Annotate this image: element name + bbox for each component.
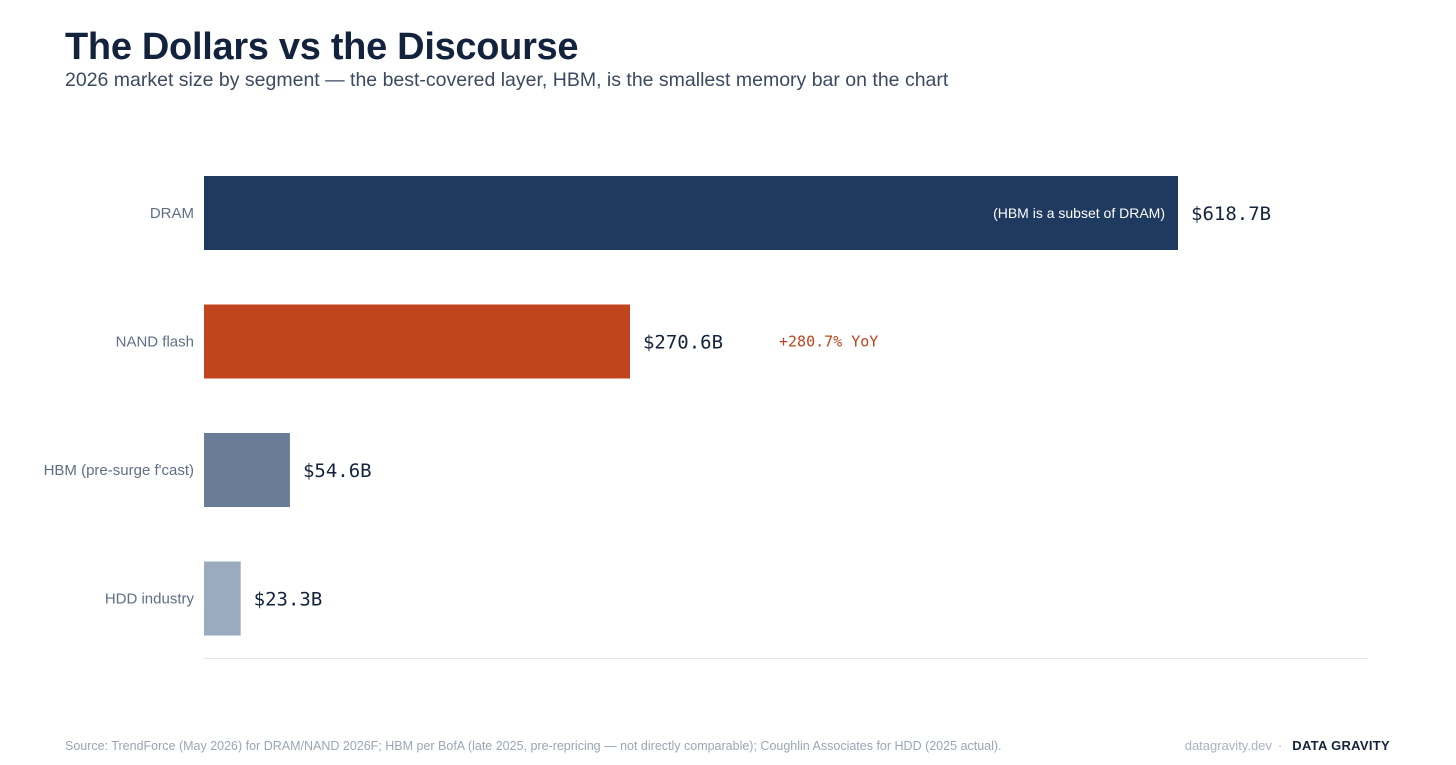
value-label-hdd-industry: $23.3B — [254, 589, 323, 611]
category-label-dram: DRAM — [150, 205, 194, 222]
brand-name: DATA GRAVITY — [1292, 738, 1390, 753]
value-label-hbm-pre-surge-f-cast: $54.6B — [303, 460, 372, 482]
bar-chart: DRAM $618.7B NAND flash $270.6B HBM (pre-sur… — [44, 176, 1368, 659]
value-label-nand-flash: $270.6B — [643, 332, 723, 354]
footer-branding: datagravity.dev · DATA GRAVITY — [1185, 738, 1390, 753]
bar-hdd-industry — [204, 561, 241, 636]
category-label-hdd-industry: HDD industry — [105, 591, 195, 608]
nand-yoy-label: +280.7% YoY — [779, 333, 878, 351]
bar-hbm-pre-surge-f-cast — [204, 433, 290, 507]
page-subtitle: 2026 market size by segment — the best-c… — [65, 69, 949, 91]
source-note: Source: TrendForce (May 2026) for DRAM/N… — [65, 739, 1002, 753]
category-label-nand-flash: NAND flash — [116, 334, 194, 351]
value-label-dram: $618.7B — [1191, 203, 1271, 225]
footer-separator: · — [1277, 738, 1283, 753]
dram-subset-note: (HBM is a subset of DRAM) — [993, 205, 1165, 221]
category-label-hbm-pre-surge-f-cast: HBM (pre-surge f'cast) — [44, 462, 194, 479]
bar-nand-flash — [204, 304, 630, 379]
site-link[interactable]: datagravity.dev — [1184, 738, 1272, 753]
page-title: The Dollars vs the Discourse — [65, 26, 579, 68]
bar-dram — [204, 176, 1178, 250]
